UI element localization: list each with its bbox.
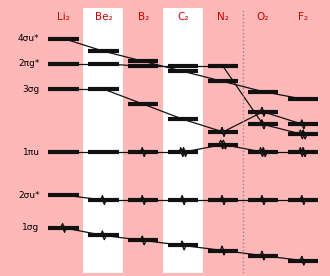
Text: 1σg: 1σg (22, 223, 40, 232)
Text: Li₂: Li₂ (57, 12, 70, 22)
Bar (203, 8, 243, 273)
Text: O₂: O₂ (257, 12, 269, 22)
Bar (243, 8, 283, 273)
Text: F₂: F₂ (298, 12, 308, 22)
Bar (283, 8, 323, 273)
Text: 1πu: 1πu (22, 148, 40, 156)
Text: N₂: N₂ (217, 12, 229, 22)
Bar (163, 8, 203, 273)
Bar (123, 8, 163, 273)
Bar (83, 8, 123, 273)
Text: 4σu*: 4σu* (18, 34, 40, 43)
Text: B₂: B₂ (138, 12, 149, 22)
Text: Be₂: Be₂ (95, 12, 112, 22)
Bar (44, 8, 83, 273)
Text: 3σg: 3σg (22, 84, 40, 94)
Text: 2σu*: 2σu* (18, 190, 40, 200)
Text: C₂: C₂ (178, 12, 189, 22)
Text: 2πg*: 2πg* (18, 59, 40, 68)
